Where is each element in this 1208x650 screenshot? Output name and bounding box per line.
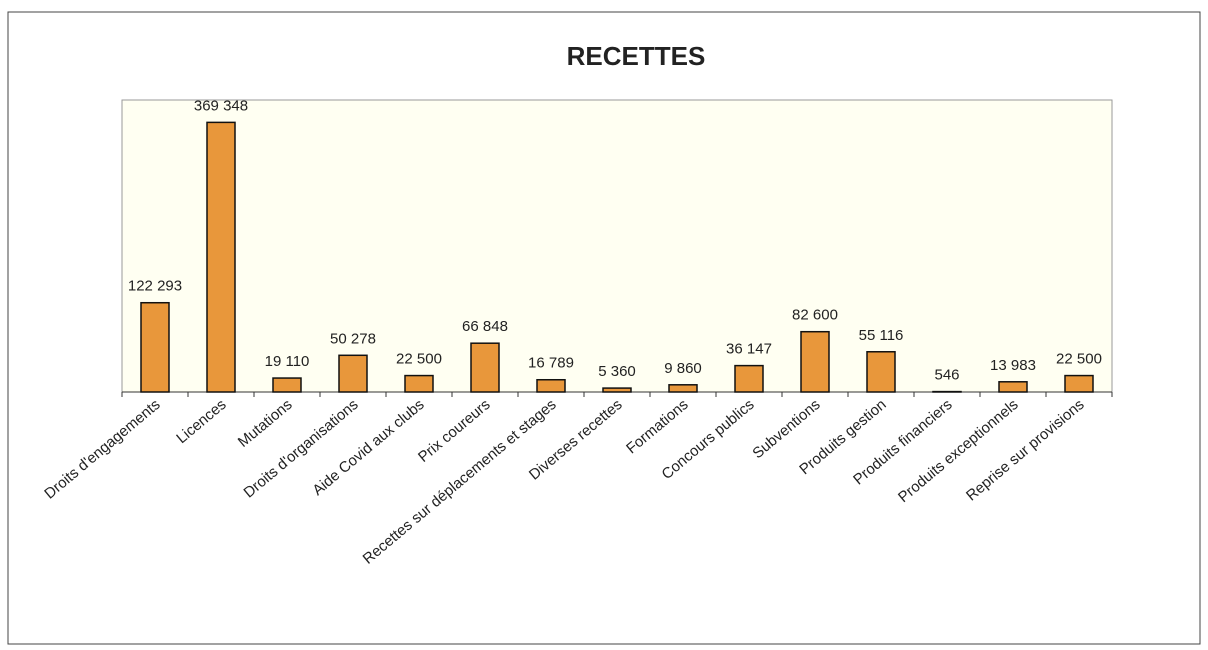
chart-title: RECETTES <box>567 41 706 71</box>
plot-area <box>121 99 1113 393</box>
bar <box>338 354 368 393</box>
value-label: 66 848 <box>462 318 508 335</box>
value-label: 369 348 <box>194 97 248 114</box>
bar <box>1064 374 1094 393</box>
value-label: 36 147 <box>726 341 772 358</box>
bar <box>602 387 632 393</box>
value-label: 5 360 <box>598 363 636 380</box>
bar <box>668 384 698 393</box>
bar <box>998 381 1028 393</box>
value-label: 13 983 <box>990 357 1036 374</box>
value-label: 122 293 <box>128 278 182 295</box>
bar <box>404 374 434 393</box>
value-label: 50 278 <box>330 330 376 347</box>
bar <box>272 377 302 393</box>
value-label: 16 789 <box>528 355 574 372</box>
bar <box>734 364 764 393</box>
value-label: 22 500 <box>396 351 442 368</box>
bar <box>866 351 896 393</box>
value-label: 55 116 <box>859 327 904 344</box>
bar <box>140 301 170 393</box>
value-label: 546 <box>934 367 959 384</box>
value-label: 19 110 <box>265 353 310 370</box>
value-label: 22 500 <box>1056 351 1102 368</box>
value-label: 82 600 <box>792 307 838 324</box>
bar <box>800 330 830 393</box>
bar <box>206 121 236 393</box>
bar <box>536 378 566 393</box>
bar <box>470 342 500 393</box>
value-label: 9 860 <box>664 360 702 377</box>
